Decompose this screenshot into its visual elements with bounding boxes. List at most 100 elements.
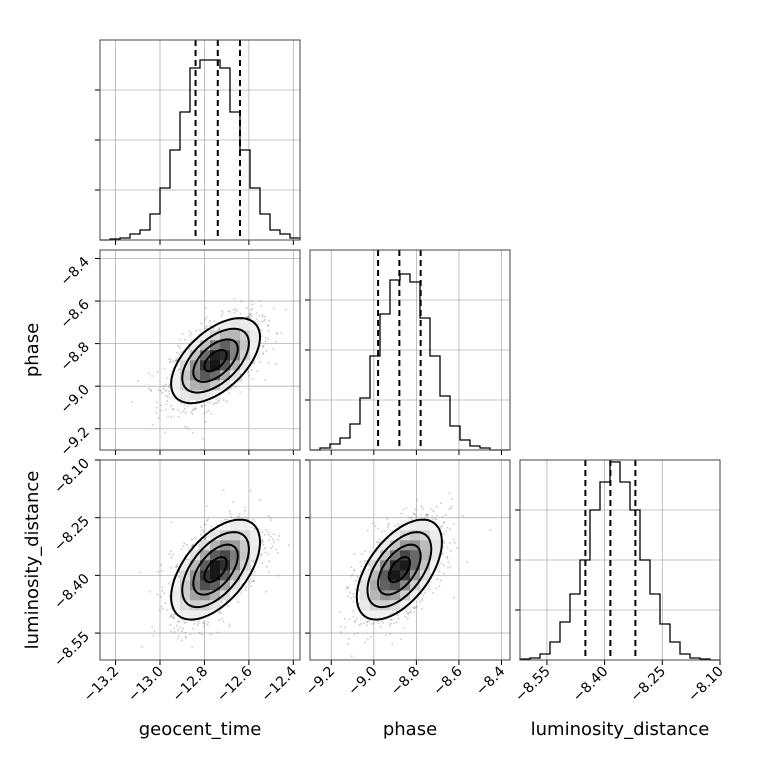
- scatter-point: [396, 613, 399, 616]
- density-cell: [180, 610, 191, 621]
- density-cell: [220, 360, 231, 371]
- scatter-point: [214, 402, 217, 405]
- scatter-point: [269, 516, 272, 519]
- scatter-point: [346, 595, 349, 598]
- scatter-point: [421, 507, 424, 510]
- scatter-point: [193, 622, 196, 625]
- scatter-point: [151, 423, 154, 426]
- scatter-point: [221, 310, 224, 313]
- scatter-point: [267, 571, 270, 574]
- scatter-point: [131, 400, 133, 403]
- scatter-point: [447, 561, 450, 564]
- scatter-point: [402, 508, 405, 511]
- scatter-point: [350, 597, 353, 600]
- density-cell: [190, 350, 201, 361]
- scatter-point: [409, 517, 412, 520]
- scatter-point: [170, 415, 173, 418]
- contour-level-3: [170, 518, 262, 621]
- scatter-point: [169, 360, 172, 363]
- scatter-point: [261, 562, 264, 565]
- scatter-point: [436, 514, 438, 517]
- scatter-point: [368, 620, 371, 623]
- density-cell: [190, 380, 201, 391]
- contour-level-0: [203, 556, 228, 584]
- scatter-point: [163, 385, 166, 388]
- scatter-point: [406, 617, 409, 620]
- scatter-point: [227, 310, 230, 313]
- x-tick-label-luminosity_distance: −8.55: [512, 664, 554, 706]
- scatter-point: [407, 516, 410, 519]
- scatter-point: [198, 545, 201, 548]
- scatter-point: [204, 327, 207, 330]
- scatter-point: [262, 344, 265, 347]
- scatter-point: [165, 608, 168, 611]
- scatter-point: [427, 513, 429, 516]
- scatter-point: [207, 621, 210, 624]
- scatter-point: [400, 512, 403, 515]
- scatter-point: [267, 325, 269, 328]
- scatter-point: [264, 546, 267, 549]
- scatter-point: [175, 359, 178, 362]
- scatter-point: [415, 606, 418, 609]
- scatter-point: [151, 626, 154, 629]
- density-cell: [360, 580, 371, 591]
- scatter-point: [168, 361, 171, 364]
- scatter-point: [205, 410, 208, 413]
- scatter-point: [443, 533, 446, 536]
- scatter-point: [275, 548, 278, 551]
- density-cell: [250, 530, 261, 541]
- scatter-point: [161, 586, 164, 589]
- scatter-point: [229, 512, 232, 515]
- density-cell: [210, 390, 221, 401]
- scatter-point: [393, 622, 396, 625]
- scatter-point: [355, 579, 357, 582]
- density-cell: [430, 560, 441, 571]
- scatter-point: [443, 521, 446, 523]
- scatter-point: [185, 635, 188, 638]
- density-panel-geocent_time-phase: [95, 249, 301, 455]
- scatter-point: [137, 379, 140, 382]
- histogram-geocent_time: [100, 59, 301, 241]
- density-cell: [360, 570, 371, 581]
- scatter-point: [163, 367, 166, 370]
- scatter-point: [277, 538, 279, 541]
- density-cell: [370, 580, 381, 591]
- scatter-point: [237, 600, 240, 603]
- scatter-point: [343, 617, 346, 620]
- scatter-point: [386, 518, 389, 520]
- density-cell: [360, 610, 371, 621]
- scatter-point: [390, 618, 393, 621]
- scatter-point: [204, 523, 207, 526]
- scatter-point: [157, 570, 160, 573]
- scatter-point: [414, 508, 417, 511]
- density-cell: [380, 600, 391, 611]
- scatter-point: [228, 625, 231, 628]
- scatter-point: [347, 585, 350, 588]
- scatter-point: [202, 412, 205, 415]
- scatter-point: [420, 505, 423, 508]
- density-cell: [200, 380, 211, 391]
- scatter-point: [164, 408, 167, 411]
- scatter-point: [253, 520, 256, 523]
- scatter-point: [380, 530, 383, 533]
- scatter-point: [195, 329, 198, 332]
- density-cell: [190, 600, 201, 611]
- scatter-point: [213, 320, 216, 323]
- scatter-point: [203, 523, 206, 526]
- density-cell: [200, 350, 211, 361]
- x-tick-label-phase: −8.4: [473, 663, 508, 698]
- density-cell: [390, 560, 401, 571]
- scatter-point: [441, 525, 444, 528]
- panel-content: [338, 492, 492, 658]
- scatter-point: [171, 615, 174, 618]
- scatter-point: [153, 630, 156, 632]
- density-cell: [190, 560, 201, 571]
- scatter-point: [194, 407, 197, 410]
- density-cell: [410, 550, 421, 561]
- scatter-point: [164, 602, 167, 605]
- scatter-point: [155, 401, 158, 404]
- scatter-point: [264, 340, 267, 343]
- scatter-point: [363, 622, 366, 625]
- scatter-point: [352, 596, 355, 598]
- scatter-point: [276, 332, 279, 335]
